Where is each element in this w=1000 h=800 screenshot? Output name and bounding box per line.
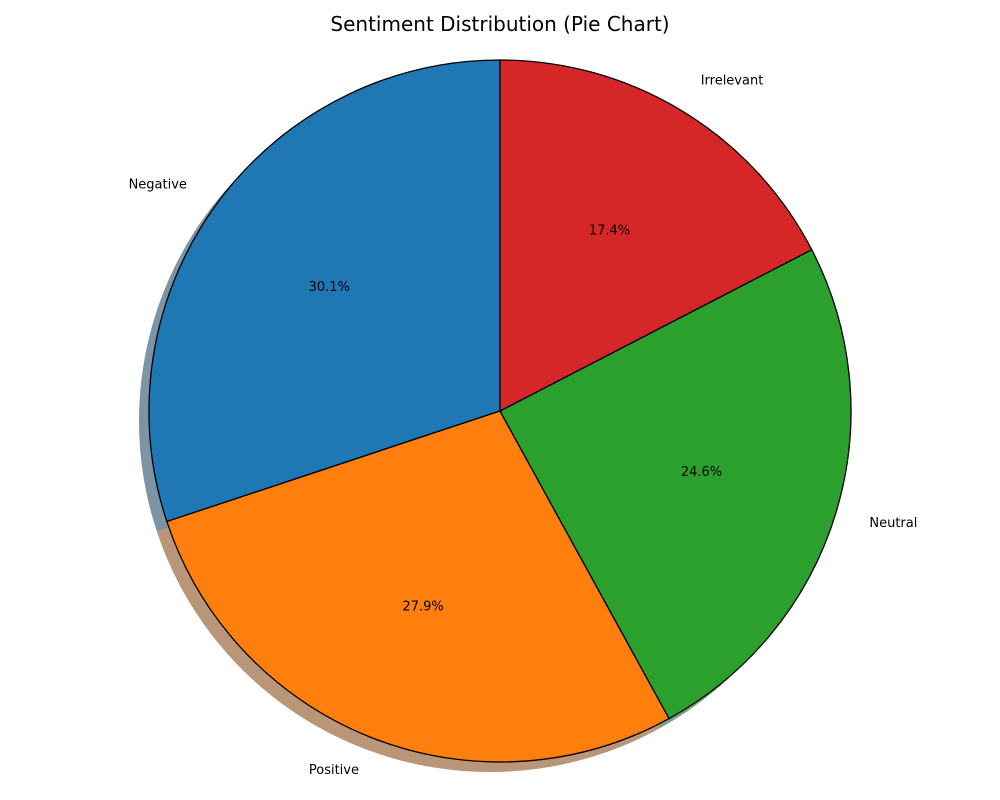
- slice-negative: [148, 59, 501, 523]
- label-irrelevant: Irrelevant: [701, 74, 764, 89]
- chart-title: Sentiment Distribution (Pie Chart): [330, 12, 669, 36]
- percent-neutral: 24.6%: [681, 465, 722, 480]
- label-neutral: Neutral: [869, 516, 917, 531]
- pie-labels: Negative 30.1% Positive 27.9% Neutral 24.6% Ir…: [129, 74, 918, 778]
- percent-positive: 27.9%: [402, 600, 443, 615]
- percent-negative: 30.1%: [309, 280, 350, 295]
- slice-irrelevant: [499, 59, 813, 412]
- percent-irrelevant: 17.4%: [589, 224, 630, 239]
- slice-neutral: [499, 249, 852, 720]
- slice-positive: [166, 410, 670, 763]
- label-negative: Negative: [129, 178, 187, 193]
- pie-slices: [148, 59, 852, 763]
- label-positive: Positive: [309, 763, 359, 778]
